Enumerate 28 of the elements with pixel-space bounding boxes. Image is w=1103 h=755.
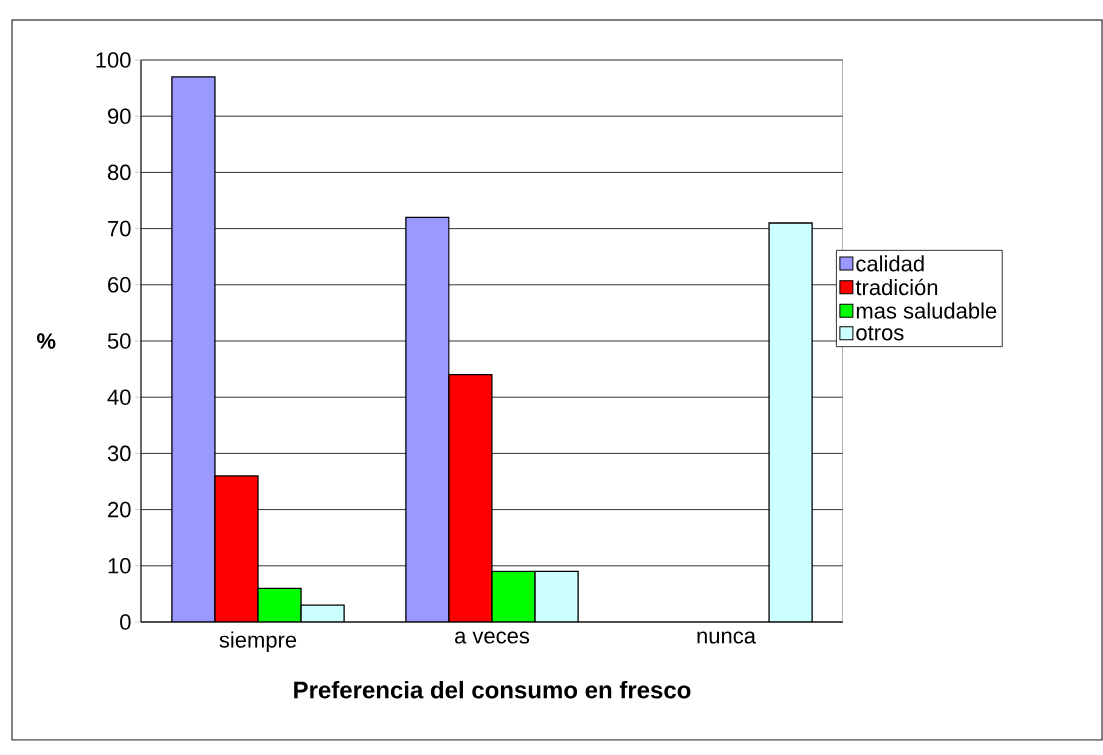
x-tick-label: siempre <box>219 631 297 653</box>
bar <box>405 216 450 622</box>
x-tick-label: a veces <box>455 631 530 644</box>
legend-label: calidad <box>856 255 924 272</box>
y-tick-label: 10 <box>108 558 131 574</box>
y-tick-label: 80 <box>107 164 131 181</box>
bar <box>534 570 579 622</box>
bar <box>257 587 302 622</box>
bar <box>768 222 813 622</box>
legend-label: otros <box>856 325 904 341</box>
y-tick-label: 70 <box>108 220 131 237</box>
y-tick-label: 100 <box>96 52 131 68</box>
y-tick-label: 30 <box>107 445 131 462</box>
y-axis-title: % <box>37 333 56 349</box>
bar <box>491 570 536 622</box>
y-tick-label: 20 <box>108 501 131 518</box>
x-axis-title: Preferencia del consumo en fresco <box>294 680 691 699</box>
x-tick-label: nunca <box>697 631 756 644</box>
y-tick-label: 0 <box>120 614 131 630</box>
y-tick-label: 90 <box>108 108 131 124</box>
legend-label: tradición <box>855 278 938 296</box>
bar <box>448 374 493 622</box>
legend-label: mas saludable <box>856 302 997 319</box>
bar <box>171 76 216 622</box>
y-tick-label: 40 <box>107 389 131 405</box>
y-tick-label: 60 <box>108 277 131 293</box>
bar <box>214 475 259 622</box>
y-tick-label: 50 <box>107 333 131 349</box>
